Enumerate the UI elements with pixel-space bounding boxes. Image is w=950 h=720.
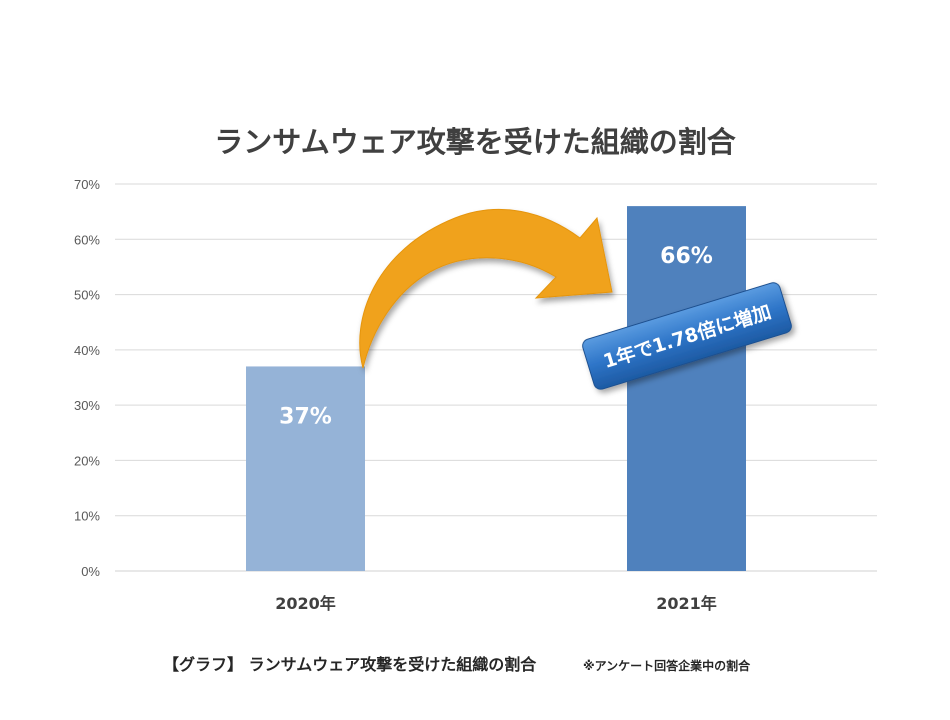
x-axis: 2020年 2021年	[275, 594, 717, 613]
caption-group: 【グラフ】 ランサムウェア攻撃を受けた組織の割合 ※アンケート回答企業中の割合	[163, 655, 751, 674]
x-tick-label: 2021年	[656, 594, 717, 613]
y-tick-label: 30%	[74, 398, 100, 413]
gridlines	[115, 183, 877, 572]
bar	[627, 206, 746, 571]
y-tick-label: 10%	[74, 509, 100, 524]
curved-arrow-icon	[359, 208, 613, 369]
y-tick-label: 70%	[74, 177, 100, 192]
y-tick-label: 40%	[74, 343, 100, 358]
chart-title: ランサムウェア攻撃を受けた組織の割合	[214, 125, 735, 159]
growth-badge-box	[582, 282, 792, 390]
caption-note: ※アンケート回答企業中の割合	[583, 658, 751, 673]
y-axis: 0% 10% 20% 30% 40% 50% 60% 70%	[74, 177, 100, 579]
y-tick-label: 60%	[74, 232, 100, 247]
y-tick-label: 0%	[81, 564, 100, 579]
y-tick-label: 20%	[74, 453, 100, 468]
x-tick-label: 2020年	[275, 594, 336, 613]
y-tick-label: 50%	[74, 288, 100, 303]
caption-text: 【グラフ】 ランサムウェア攻撃を受けた組織の割合	[163, 655, 537, 674]
data-label: 66%	[660, 244, 713, 269]
data-label: 37%	[279, 404, 332, 429]
bars: 37% 66%	[246, 206, 746, 571]
bar	[246, 366, 365, 571]
